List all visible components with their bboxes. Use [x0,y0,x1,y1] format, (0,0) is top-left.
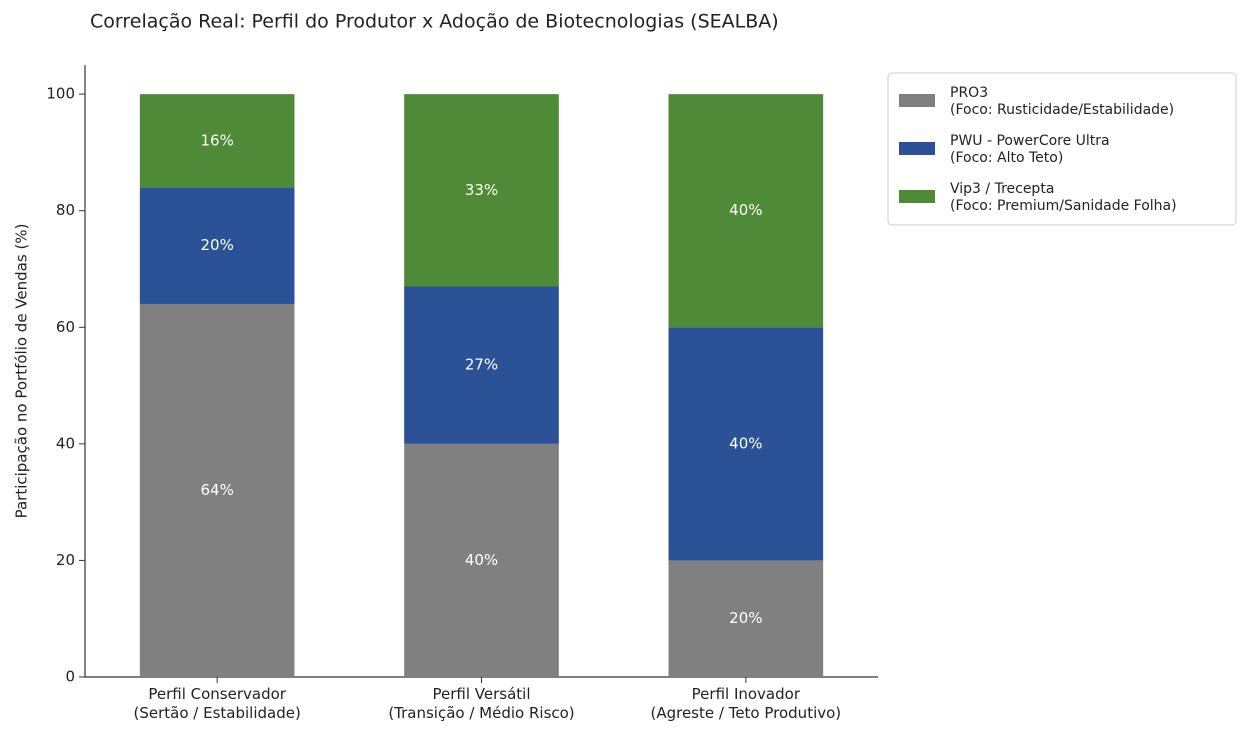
y-tick-label: 100 [46,85,75,103]
value-label: 40% [729,201,762,219]
x-tick-label: Perfil Conservador (Sertão / Estabilidade… [134,685,301,722]
bar-segment [404,94,559,287]
value-label: 27% [465,356,498,374]
legend-label: PWU - PowerCore Ultra (Foco: Alto Teto) [950,133,1110,166]
x-tick-label: Perfil Inovador (Agreste / Teto Produtivo… [650,685,841,722]
legend-box [887,72,1237,226]
bar-segment [139,94,295,188]
value-label: 40% [465,551,498,569]
bar-segment [139,187,295,304]
bar-segment [404,286,559,444]
legend-label: PRO3 (Foco: Rusticidade/Estabilidade) [950,85,1174,118]
legend-swatch [899,94,935,107]
value-label: 64% [200,481,233,499]
x-tick-label: Perfil Versátil (Transição / Médio Risco) [388,685,574,722]
legend-label: Vip3 / Trecepta (Foco: Premium/Sanidade F… [950,181,1177,214]
chart-title: Correlação Real: Perfil do Produtor x Ad… [90,11,779,33]
y-tick-label: 60 [56,318,75,336]
y-tick-label: 20 [56,551,75,569]
value-label: 20% [200,236,233,254]
value-label: 40% [729,434,762,452]
bar-segment [668,560,824,677]
bar-segment [668,327,824,561]
y-tick-label: 80 [56,201,75,219]
y-tick-label: 0 [65,668,75,686]
value-label: 16% [200,131,233,149]
legend-swatch [899,142,935,155]
value-label: 20% [729,609,762,627]
y-axis-label: Participação no Portfólio de Vendas (%) [13,224,31,519]
bar-segment [404,443,559,677]
y-tick-label: 40 [56,434,75,452]
bar-segment [139,303,295,677]
value-label: 33% [465,181,498,199]
legend-swatch [899,190,935,203]
bar-segment [668,94,824,328]
